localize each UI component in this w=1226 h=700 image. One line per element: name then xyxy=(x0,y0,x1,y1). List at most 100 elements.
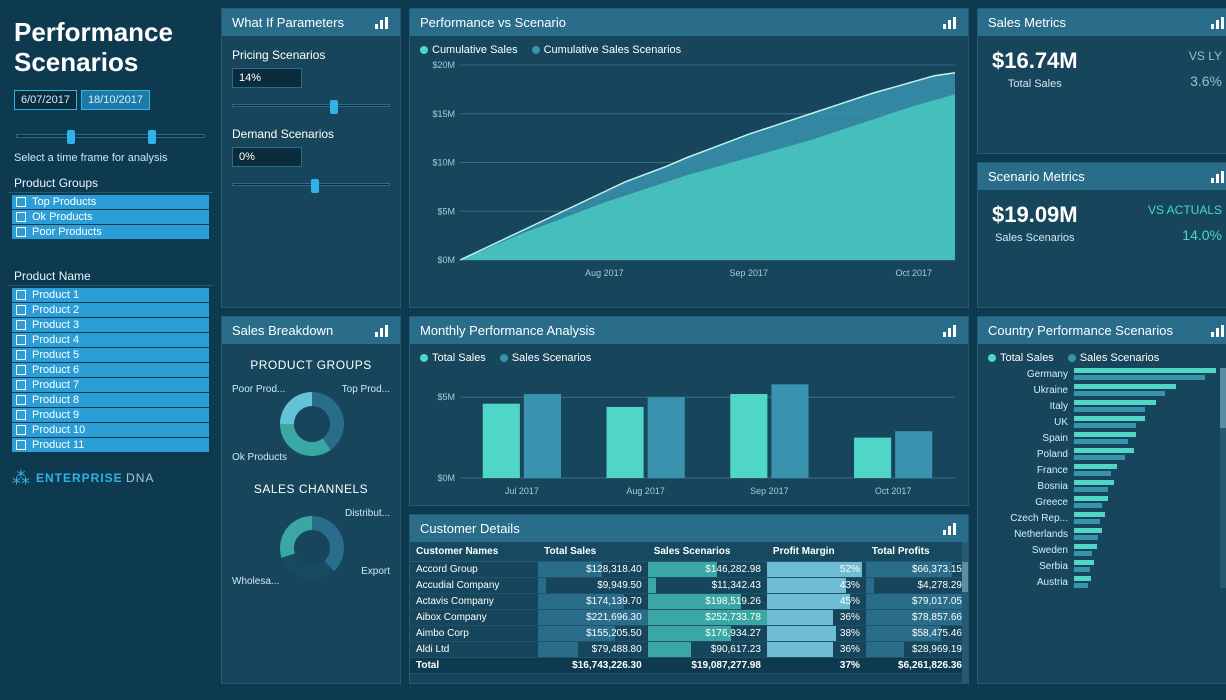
bar-chart-icon xyxy=(1210,16,1226,30)
country-name: Sweden xyxy=(988,545,1068,556)
filter-item[interactable]: Product 10 xyxy=(12,423,209,437)
table-scrollbar[interactable] xyxy=(962,542,968,683)
country-name: Ukraine xyxy=(988,385,1068,396)
filter-item-label: Product 3 xyxy=(32,319,79,331)
legend-dot xyxy=(500,354,508,362)
checkbox-icon xyxy=(16,365,26,375)
country-name: Germany xyxy=(988,369,1068,380)
filter-item[interactable]: Product 3 xyxy=(12,318,209,332)
legend-label: Total Sales xyxy=(432,352,486,364)
pricing-input[interactable] xyxy=(232,68,302,88)
donut-product-groups: Poor Prod...Top Prod...Ok Products xyxy=(232,374,390,474)
country-legend: Total Sales Sales Scenarios xyxy=(988,352,1226,364)
country-name: Netherlands xyxy=(988,529,1068,540)
area-chart: $20M$15M$10M$5M$0MAug 2017Sep 2017Oct 20… xyxy=(420,60,960,280)
country-name: Poland xyxy=(988,449,1068,460)
checkbox-icon xyxy=(16,320,26,330)
checkbox-icon xyxy=(16,335,26,345)
sales-metric-value: $16.74M xyxy=(992,48,1078,74)
logo-suffix: DNA xyxy=(126,471,154,485)
country-name: Czech Rep... xyxy=(988,513,1068,524)
table-row[interactable]: Aimbo Corp $155,205.50 $176,934.27 38% $… xyxy=(410,626,968,642)
grouped-bar-chart: $5M$0MJul 2017Aug 2017Sep 2017Oct 2017 xyxy=(420,368,960,498)
filter-item[interactable]: Poor Products xyxy=(12,225,209,239)
sales-metric-sub: Total Sales xyxy=(992,78,1078,90)
country-name: Bosnia xyxy=(988,481,1068,492)
dna-icon: ⁂ xyxy=(12,468,30,489)
hint-text: Select a time frame for analysis xyxy=(8,148,213,174)
customer-details-title: Customer Details xyxy=(420,521,520,536)
svg-text:Sep 2017: Sep 2017 xyxy=(750,486,789,496)
pricing-label: Pricing Scenarios xyxy=(232,48,390,62)
demand-input[interactable] xyxy=(232,147,302,167)
table-row[interactable]: Accudial Company $9,949.50 $11,342.43 43… xyxy=(410,578,968,594)
donut-label: Distribut... xyxy=(345,508,390,519)
demand-slider-thumb[interactable] xyxy=(311,179,319,193)
date-slider[interactable] xyxy=(16,134,205,138)
checkbox-icon xyxy=(16,395,26,405)
date-slider-thumb-2[interactable] xyxy=(148,130,156,144)
scenario-metric-side-label: VS ACTUALS xyxy=(1148,203,1222,217)
pricing-slider[interactable] xyxy=(232,104,390,107)
pricing-slider-thumb[interactable] xyxy=(330,100,338,114)
sales-metric-side-value: 3.6% xyxy=(1189,73,1222,89)
perf-vs-scenario-panel: Performance vs Scenario Cumulative Sales… xyxy=(409,8,969,308)
date-slider-thumb-1[interactable] xyxy=(67,130,75,144)
filter-item-label: Product 10 xyxy=(32,424,85,436)
product-groups-list: Top Products Ok ProductsPoor Products xyxy=(8,195,213,239)
donut1-title: PRODUCT GROUPS xyxy=(232,358,390,372)
table-row[interactable]: Aldi Ltd $79,488.80 $90,617.23 36% $28,9… xyxy=(410,642,968,658)
scenario-metric-value: $19.09M xyxy=(992,202,1078,228)
table-header: Total Sales xyxy=(538,542,648,562)
table-header: Total Profits xyxy=(866,542,968,562)
country-name: UK xyxy=(988,417,1068,428)
filter-item[interactable]: Product 5 xyxy=(12,348,209,362)
bar-chart-icon xyxy=(942,16,958,30)
table-row[interactable]: Accord Group $128,318.40 $146,282.98 52%… xyxy=(410,562,968,578)
country-name: Greece xyxy=(988,497,1068,508)
filter-item[interactable]: Product 2 xyxy=(12,303,209,317)
filter-item[interactable]: Product 1 xyxy=(12,288,209,302)
filter-item[interactable]: Ok Products xyxy=(12,210,209,224)
filter-item[interactable]: Top Products xyxy=(12,195,209,209)
legend-label: Total Sales xyxy=(1000,352,1054,364)
table-header: Profit Margin xyxy=(767,542,866,562)
donut2-title: SALES CHANNELS xyxy=(232,482,390,496)
date-to[interactable]: 18/10/2017 xyxy=(81,90,150,110)
country-name: France xyxy=(988,465,1068,476)
svg-text:$20M: $20M xyxy=(432,60,455,70)
product-groups-label: Product Groups xyxy=(8,174,213,193)
filter-item[interactable]: Product 6 xyxy=(12,363,209,377)
sales-metrics-panel: Sales Metrics $16.74M Total Sales VS LY … xyxy=(977,8,1226,154)
filter-item[interactable]: Product 11 xyxy=(12,438,209,452)
filter-item[interactable]: Product 4 xyxy=(12,333,209,347)
brand-logo: ⁂ ENTERPRISE DNA xyxy=(8,460,213,497)
legend-dot xyxy=(988,354,996,362)
legend-dot xyxy=(420,354,428,362)
filter-item[interactable]: Product 7 xyxy=(12,378,209,392)
filter-item[interactable]: Product 8 xyxy=(12,393,209,407)
date-from[interactable]: 6/07/2017 xyxy=(14,90,77,110)
legend-dot xyxy=(532,46,540,54)
table-row[interactable]: Actavis Company $174,139.70 $198,519.26 … xyxy=(410,594,968,610)
product-names-list: Product 1Product 2Product 3Product 4Prod… xyxy=(8,288,213,452)
country-scrollbar[interactable] xyxy=(1220,368,1226,588)
table-row[interactable]: Aibox Company $221,696.30 $252,733.78 36… xyxy=(410,610,968,626)
scenario-metric-sub: Sales Scenarios xyxy=(992,232,1078,244)
sales-metric-side-label: VS LY xyxy=(1189,49,1222,63)
product-names-label: Product Name xyxy=(8,267,213,286)
filter-item-label: Product 7 xyxy=(32,379,79,391)
country-row: Sweden xyxy=(988,544,1216,556)
country-row: Germany xyxy=(988,368,1216,380)
demand-slider[interactable] xyxy=(232,183,390,186)
filter-item[interactable]: Product 9 xyxy=(12,408,209,422)
country-bar-list: Germany Ukraine Italy UK Spain Poland xyxy=(988,368,1226,588)
svg-text:$5M: $5M xyxy=(437,206,455,216)
country-row: Italy xyxy=(988,400,1216,412)
donut-label: Wholesa... xyxy=(232,576,279,587)
customer-details-panel: Customer Details Customer NamesTotal Sal… xyxy=(409,514,969,684)
donut-label: Export xyxy=(361,566,390,577)
filter-item-label: Top Products xyxy=(32,196,96,208)
checkbox-icon xyxy=(16,350,26,360)
table-header: Customer Names xyxy=(410,542,538,562)
